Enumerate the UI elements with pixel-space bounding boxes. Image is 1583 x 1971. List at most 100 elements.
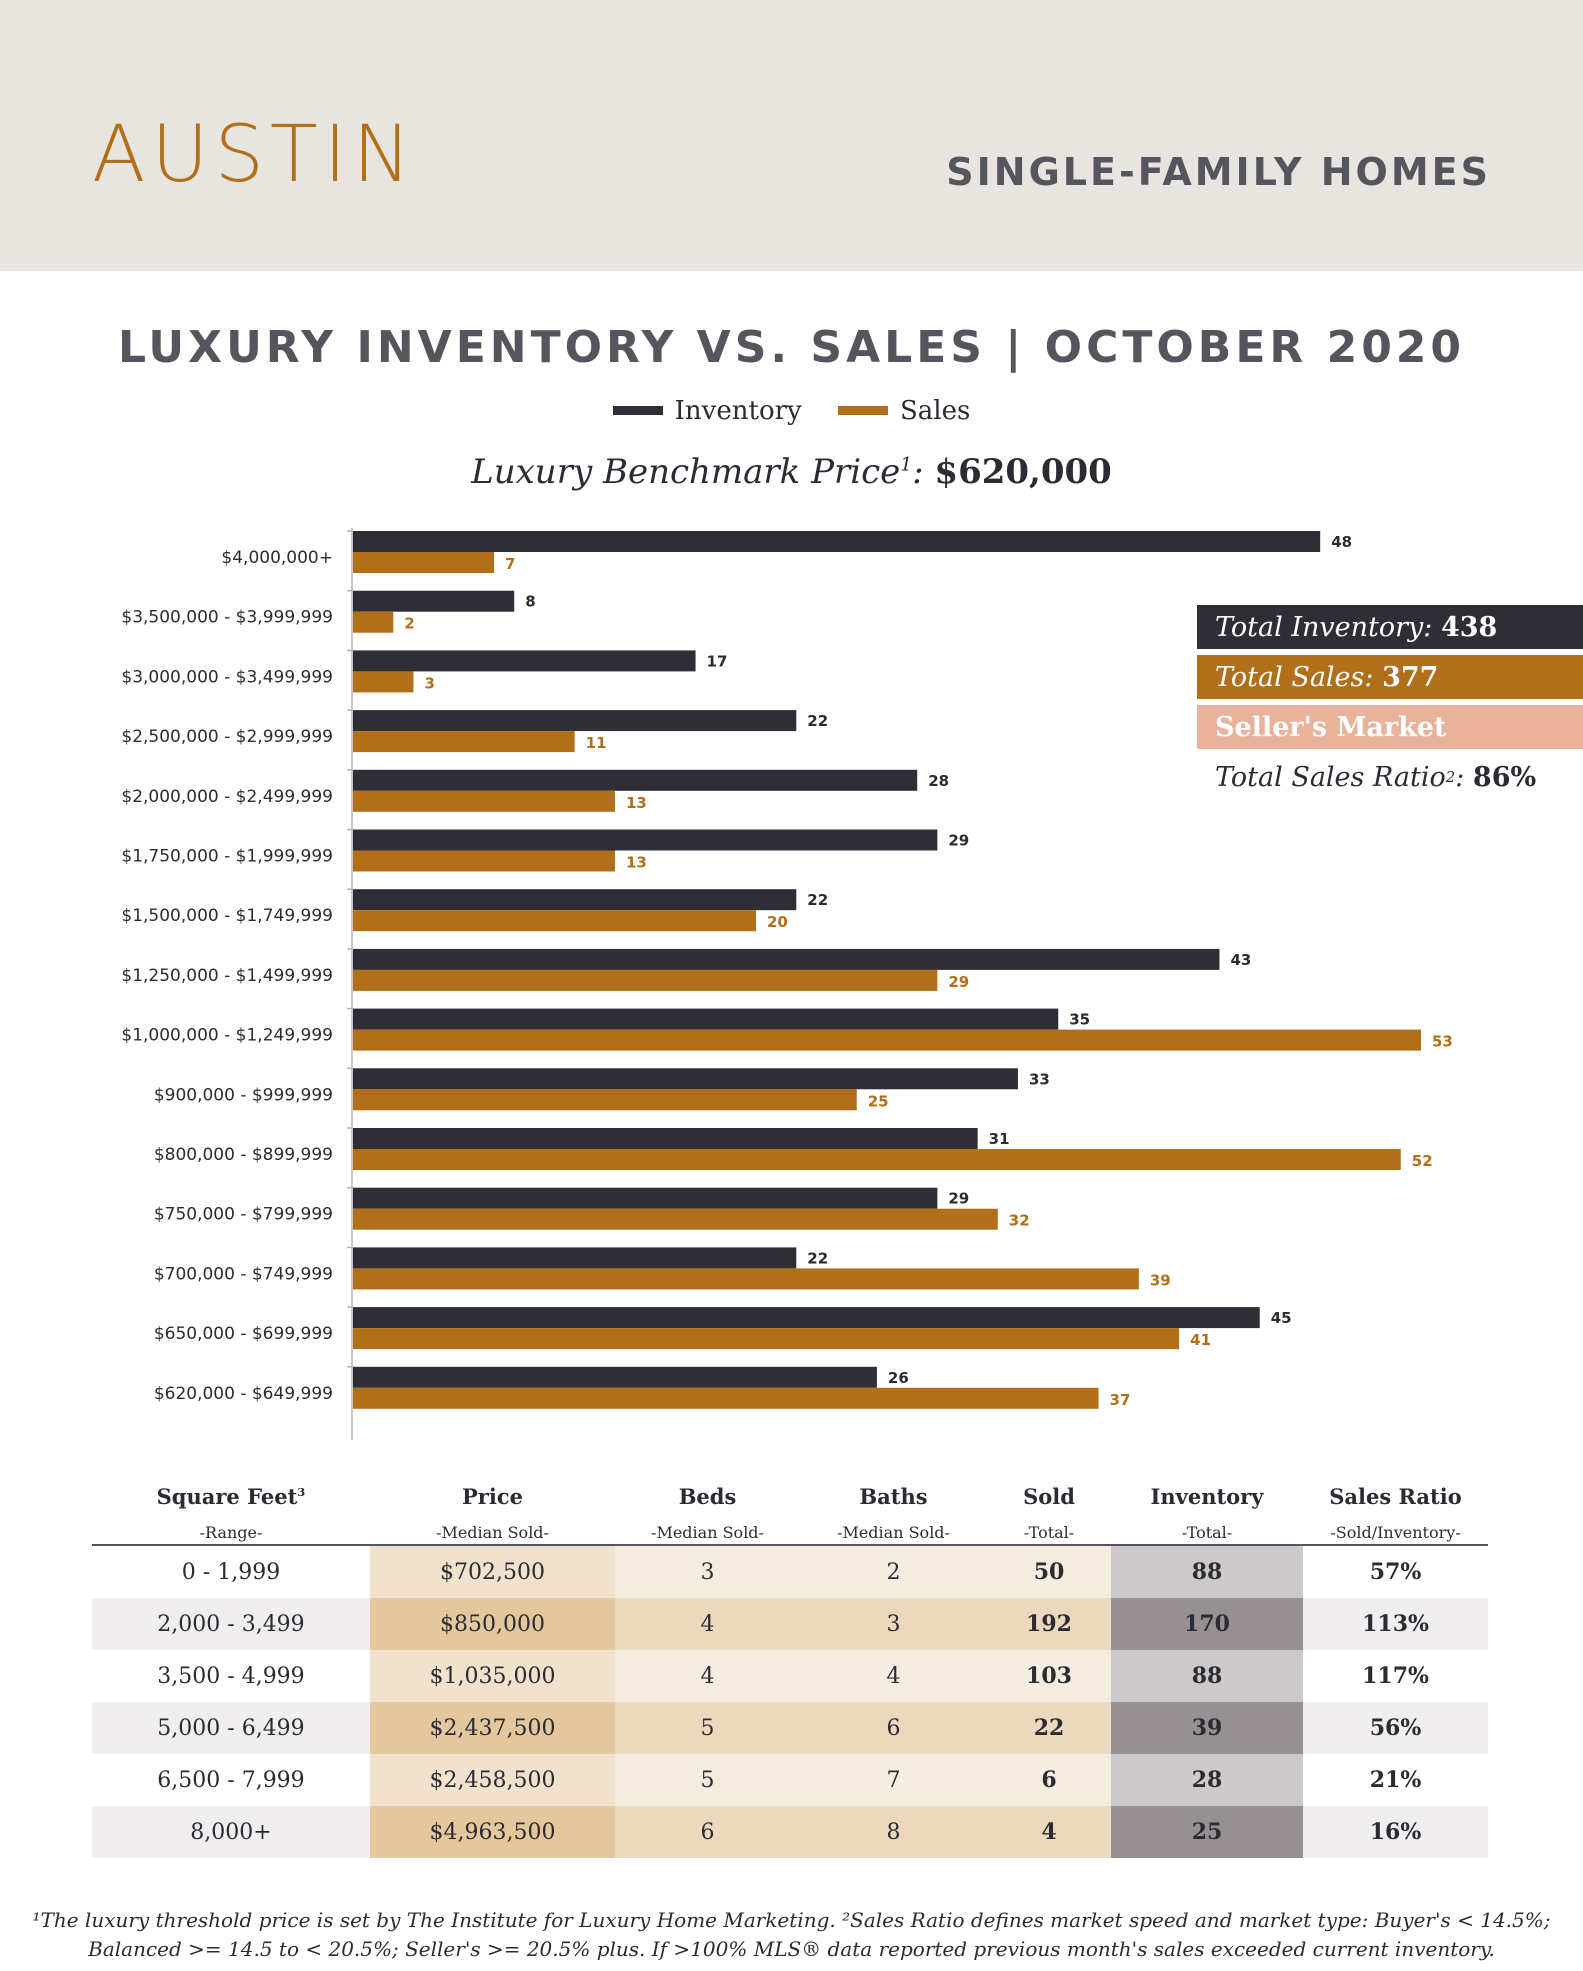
- table-cell: 25: [1111, 1806, 1303, 1858]
- inventory-bar: [353, 1366, 877, 1388]
- y-tick-label: $1,000,000 - $1,249,999: [121, 1026, 333, 1046]
- column-header-subtitle: -Sold/Inventory-: [1330, 1523, 1461, 1542]
- table-row: 2,000 - 3,499 $850,000 4 3 192 170 113%: [92, 1598, 1488, 1650]
- table-cell: 4: [987, 1806, 1111, 1858]
- sales-bar: [353, 1089, 857, 1111]
- table-cell: 50: [987, 1545, 1111, 1598]
- column-header-title: Square Feet: [156, 1484, 298, 1509]
- inventory-bar: [353, 650, 696, 672]
- sales-data-label: 7: [505, 555, 515, 573]
- table-cell: 56%: [1303, 1702, 1488, 1754]
- table-cell: 5,000 - 6,499: [92, 1702, 370, 1754]
- column-header: Price -Median Sold-: [370, 1478, 615, 1545]
- inventory-data-label: 22: [807, 1249, 828, 1267]
- table-cell: 2,000 - 3,499: [92, 1598, 370, 1650]
- column-header: Inventory -Total-: [1111, 1478, 1303, 1545]
- total-sales-ratio: Total Sales Ratio 2: 86%: [1215, 761, 1537, 793]
- table-row: 6,500 - 7,999 $2,458,500 5 7 6 28 21%: [92, 1754, 1488, 1806]
- table-cell: 28: [1111, 1754, 1303, 1806]
- column-header: Sold -Total-: [987, 1478, 1111, 1545]
- inventory-data-label: 48: [1331, 533, 1352, 551]
- benchmark-price: Luxury Benchmark Price1: $620,000: [471, 452, 1112, 492]
- table-cell: 0 - 1,999: [92, 1545, 370, 1598]
- table-cell: $2,437,500: [370, 1702, 615, 1754]
- sales-bar: [353, 611, 394, 633]
- column-header-title: Sales Ratio: [1329, 1484, 1462, 1509]
- table-row: 8,000+ $4,963,500 6 8 4 25 16%: [92, 1806, 1488, 1858]
- benchmark-label: Luxury Benchmark Price: [471, 452, 901, 492]
- table-cell: 39: [1111, 1702, 1303, 1754]
- table-cell: $850,000: [370, 1598, 615, 1650]
- table-row: 0 - 1,999 $702,500 3 2 50 88 57%: [92, 1545, 1488, 1598]
- table-cell: 113%: [1303, 1598, 1488, 1650]
- inventory-data-label: 26: [888, 1369, 909, 1387]
- inventory-data-label: 17: [707, 652, 728, 670]
- inventory-bar: [353, 1068, 1018, 1090]
- table-cell: 88: [1111, 1650, 1303, 1702]
- inventory-data-label: 35: [1069, 1011, 1090, 1029]
- bar-chart: $4,000,000+ 48 7 $3,500,000 - $3,999,999 8 2 $…: [121, 528, 1453, 1440]
- sales-bar: [353, 969, 938, 991]
- table-cell: 192: [987, 1598, 1111, 1650]
- sales-bar: [353, 1029, 1421, 1051]
- inventory-bar: [353, 590, 515, 612]
- market-type-badge: Seller's Market: [1197, 705, 1583, 749]
- table-cell: $1,035,000: [370, 1650, 615, 1702]
- column-header: Baths -Median Sold-: [800, 1478, 987, 1545]
- table-cell: $702,500: [370, 1545, 615, 1598]
- sales-bar: [353, 1268, 1139, 1290]
- inventory-data-label: 8: [525, 593, 535, 611]
- column-header-title: Price: [462, 1484, 523, 1509]
- sales-bar: [353, 1208, 998, 1230]
- inventory-bar: [353, 1128, 978, 1149]
- inventory-data-label: 29: [948, 832, 969, 850]
- total-sales-badge: Total Sales: 377: [1197, 655, 1583, 699]
- sales-data-label: 13: [626, 794, 647, 812]
- sales-bar: [353, 1149, 1401, 1170]
- table-cell: $4,963,500: [370, 1806, 615, 1858]
- table-cell: 5: [615, 1754, 800, 1806]
- y-tick-label: $700,000 - $749,999: [154, 1264, 333, 1284]
- footnote-line-1: ¹The luxury threshold price is set by Th…: [32, 1908, 1551, 1932]
- inventory-bar: [353, 1187, 938, 1209]
- sales-data-label: 3: [424, 674, 434, 692]
- inventory-data-label: 28: [928, 772, 949, 790]
- legend-label-inventory: Inventory: [674, 395, 802, 426]
- table-cell: 21%: [1303, 1754, 1488, 1806]
- inventory-bar: [353, 769, 918, 791]
- sales-data-label: 25: [868, 1092, 889, 1110]
- table-cell: 8: [800, 1806, 987, 1858]
- total-sales-ratio-label: Total Sales Ratio: [1215, 761, 1446, 793]
- y-tick-label: $2,000,000 - $2,499,999: [121, 787, 333, 807]
- inventory-data-label: 43: [1230, 951, 1251, 969]
- inventory-bar: [353, 710, 797, 732]
- sales-data-label: 13: [626, 854, 647, 872]
- y-tick-label: $2,500,000 - $2,999,999: [121, 727, 333, 747]
- table-cell: 2: [800, 1545, 987, 1598]
- sales-data-label: 29: [948, 973, 969, 991]
- sales-bar: [353, 790, 615, 812]
- inventory-data-label: 22: [807, 891, 828, 909]
- sales-bar: [353, 1387, 1099, 1409]
- table-cell: 3: [800, 1598, 987, 1650]
- y-tick-label: $4,000,000+: [221, 548, 333, 568]
- column-header-title: Baths: [859, 1484, 928, 1509]
- sales-bar: [353, 671, 414, 693]
- sales-data-label: 2: [404, 615, 414, 633]
- table-body: 0 - 1,999 $702,500 3 2 50 88 57% 2,000 - 3,499 $…: [92, 1545, 1488, 1858]
- y-tick-label: $1,500,000 - $1,749,999: [121, 906, 333, 926]
- y-tick-label: $3,500,000 - $3,999,999: [121, 608, 333, 628]
- table-cell: 3: [615, 1545, 800, 1598]
- table-cell: 4: [800, 1650, 987, 1702]
- y-tick-label: $1,750,000 - $1,999,999: [121, 847, 333, 867]
- column-header: Beds -Median Sold-: [615, 1478, 800, 1545]
- column-header-sup: 3: [297, 1485, 306, 1499]
- benchmark-sup: 1: [900, 454, 913, 476]
- column-header-subtitle: -Total-: [1181, 1523, 1233, 1542]
- sales-data-label: 53: [1432, 1033, 1453, 1051]
- table-cell: 8,000+: [92, 1806, 370, 1858]
- y-tick-label: $750,000 - $799,999: [154, 1205, 333, 1225]
- inventory-bar: [353, 829, 938, 851]
- legend-swatch-inventory: [612, 406, 663, 415]
- column-header-subtitle: -Median Sold-: [837, 1523, 950, 1542]
